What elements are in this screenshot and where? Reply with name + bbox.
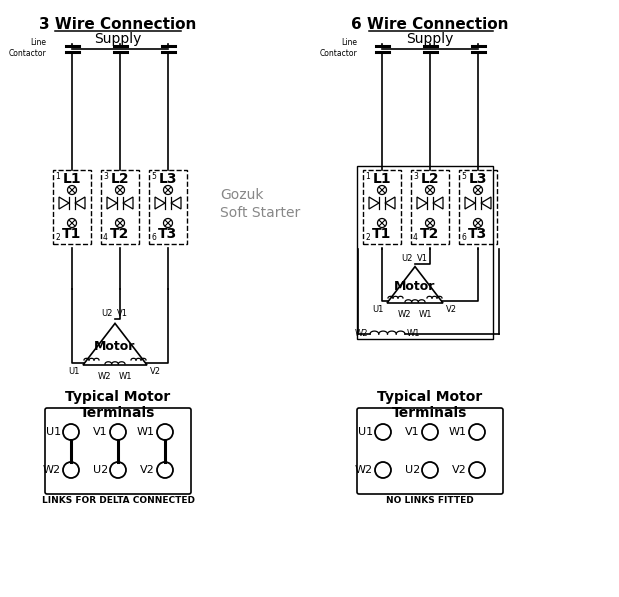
Text: V1: V1 bbox=[417, 254, 428, 263]
Text: W2: W2 bbox=[397, 310, 411, 319]
Circle shape bbox=[469, 462, 485, 478]
Circle shape bbox=[375, 424, 391, 440]
Text: L3: L3 bbox=[469, 172, 487, 186]
Text: 6: 6 bbox=[461, 233, 466, 242]
Text: Supply: Supply bbox=[94, 32, 142, 46]
Text: W1: W1 bbox=[119, 372, 132, 381]
Circle shape bbox=[378, 186, 386, 195]
Circle shape bbox=[67, 219, 77, 227]
Text: T3: T3 bbox=[469, 227, 488, 241]
Text: T2: T2 bbox=[110, 227, 130, 241]
Circle shape bbox=[67, 186, 77, 195]
Text: W1: W1 bbox=[419, 310, 433, 319]
Circle shape bbox=[163, 186, 173, 195]
Text: L2: L2 bbox=[111, 172, 129, 186]
Circle shape bbox=[425, 219, 435, 227]
Text: W2: W2 bbox=[43, 465, 61, 475]
Text: 4: 4 bbox=[103, 233, 108, 242]
Text: T1: T1 bbox=[372, 227, 392, 241]
Text: V2: V2 bbox=[150, 367, 161, 376]
Text: 6 Wire Connection: 6 Wire Connection bbox=[351, 17, 509, 32]
Text: W1: W1 bbox=[407, 330, 420, 338]
Circle shape bbox=[378, 219, 386, 227]
Text: U1: U1 bbox=[358, 427, 373, 437]
Text: T2: T2 bbox=[420, 227, 439, 241]
Text: Motor: Motor bbox=[394, 281, 436, 294]
Text: 2: 2 bbox=[365, 233, 370, 242]
Circle shape bbox=[63, 462, 79, 478]
Text: U1: U1 bbox=[46, 427, 61, 437]
Text: U2: U2 bbox=[405, 465, 420, 475]
Text: L2: L2 bbox=[421, 172, 439, 186]
Circle shape bbox=[422, 424, 438, 440]
Circle shape bbox=[474, 186, 482, 195]
Text: V1: V1 bbox=[117, 309, 128, 318]
Text: Typical Motor
Terminals: Typical Motor Terminals bbox=[66, 390, 171, 420]
Text: 1: 1 bbox=[365, 172, 370, 181]
Text: L1: L1 bbox=[63, 172, 81, 186]
Text: LINKS FOR DELTA CONNECTED: LINKS FOR DELTA CONNECTED bbox=[41, 496, 194, 505]
Text: W2: W2 bbox=[98, 372, 111, 381]
Text: V2: V2 bbox=[452, 465, 467, 475]
Text: Supply: Supply bbox=[406, 32, 454, 46]
Text: V1: V1 bbox=[405, 427, 420, 437]
Circle shape bbox=[425, 186, 435, 195]
Circle shape bbox=[422, 462, 438, 478]
Text: U1: U1 bbox=[373, 305, 384, 314]
Text: T3: T3 bbox=[158, 227, 178, 241]
Text: 2: 2 bbox=[55, 233, 60, 242]
Circle shape bbox=[163, 219, 173, 227]
Circle shape bbox=[110, 462, 126, 478]
Text: Line
Contactor: Line Contactor bbox=[319, 38, 357, 58]
Circle shape bbox=[157, 462, 173, 478]
Circle shape bbox=[110, 424, 126, 440]
Circle shape bbox=[375, 462, 391, 478]
Text: NO LINKS FITTED: NO LINKS FITTED bbox=[386, 496, 474, 505]
Text: W1: W1 bbox=[449, 427, 467, 437]
Circle shape bbox=[63, 424, 79, 440]
Text: 3: 3 bbox=[103, 172, 108, 181]
Text: 1: 1 bbox=[55, 172, 60, 181]
Text: 4: 4 bbox=[413, 233, 418, 242]
Text: Line
Contactor: Line Contactor bbox=[8, 38, 46, 58]
Text: U2: U2 bbox=[102, 309, 113, 318]
Text: V1: V1 bbox=[93, 427, 108, 437]
Text: Soft Starter: Soft Starter bbox=[220, 206, 300, 220]
Text: Typical Motor
Terminals: Typical Motor Terminals bbox=[378, 390, 483, 420]
Text: 6: 6 bbox=[151, 233, 156, 242]
Text: W2: W2 bbox=[355, 465, 373, 475]
Text: L1: L1 bbox=[373, 172, 391, 186]
Circle shape bbox=[157, 424, 173, 440]
Text: 5: 5 bbox=[151, 172, 156, 181]
Text: U1: U1 bbox=[69, 367, 80, 376]
Text: W2: W2 bbox=[355, 330, 368, 338]
Circle shape bbox=[474, 219, 482, 227]
Text: 5: 5 bbox=[461, 172, 466, 181]
Text: T1: T1 bbox=[63, 227, 82, 241]
Text: U2: U2 bbox=[402, 254, 413, 263]
Text: Gozuk: Gozuk bbox=[220, 188, 264, 202]
Text: L3: L3 bbox=[158, 172, 177, 186]
Circle shape bbox=[116, 186, 124, 195]
Circle shape bbox=[116, 219, 124, 227]
Text: V2: V2 bbox=[141, 465, 155, 475]
Text: V2: V2 bbox=[446, 305, 457, 314]
Text: 3: 3 bbox=[413, 172, 418, 181]
Text: Motor: Motor bbox=[94, 340, 136, 353]
Circle shape bbox=[469, 424, 485, 440]
Text: U2: U2 bbox=[93, 465, 108, 475]
Text: 3 Wire Connection: 3 Wire Connection bbox=[40, 17, 197, 32]
Text: W1: W1 bbox=[137, 427, 155, 437]
